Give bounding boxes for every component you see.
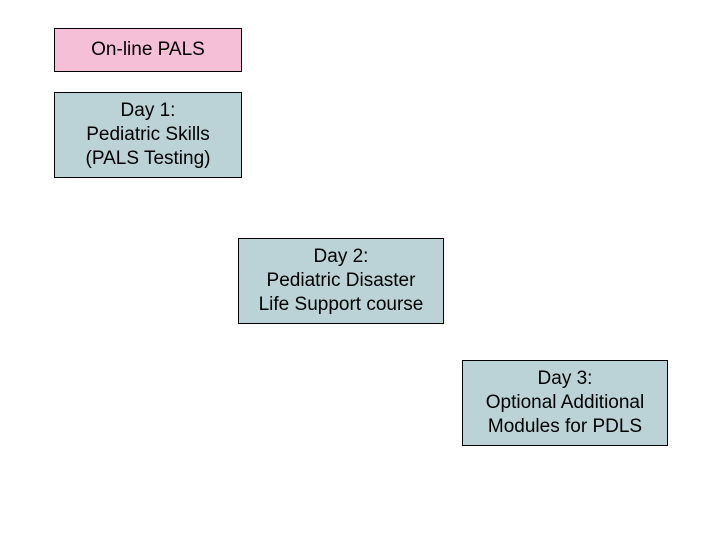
- box-day3-line-1: Day 3:: [538, 367, 593, 391]
- box-day3-line-2: Optional Additional: [486, 391, 644, 415]
- box-online-pals-line-1: On-line PALS: [91, 38, 205, 62]
- box-day2-line-2: Pediatric Disaster: [267, 269, 416, 293]
- box-day1-line-3: (PALS Testing): [86, 147, 211, 171]
- box-online-pals: On-line PALS: [54, 28, 242, 72]
- box-day1: Day 1: Pediatric Skills (PALS Testing): [54, 92, 242, 178]
- box-day1-line-2: Pediatric Skills: [86, 123, 210, 147]
- box-day2-line-1: Day 2:: [314, 245, 369, 269]
- box-day2-line-3: Life Support course: [259, 293, 424, 317]
- box-day2: Day 2: Pediatric Disaster Life Support c…: [238, 238, 444, 324]
- box-day1-line-1: Day 1:: [121, 99, 176, 123]
- box-day3: Day 3: Optional Additional Modules for P…: [462, 360, 668, 446]
- box-day3-line-3: Modules for PDLS: [488, 415, 642, 439]
